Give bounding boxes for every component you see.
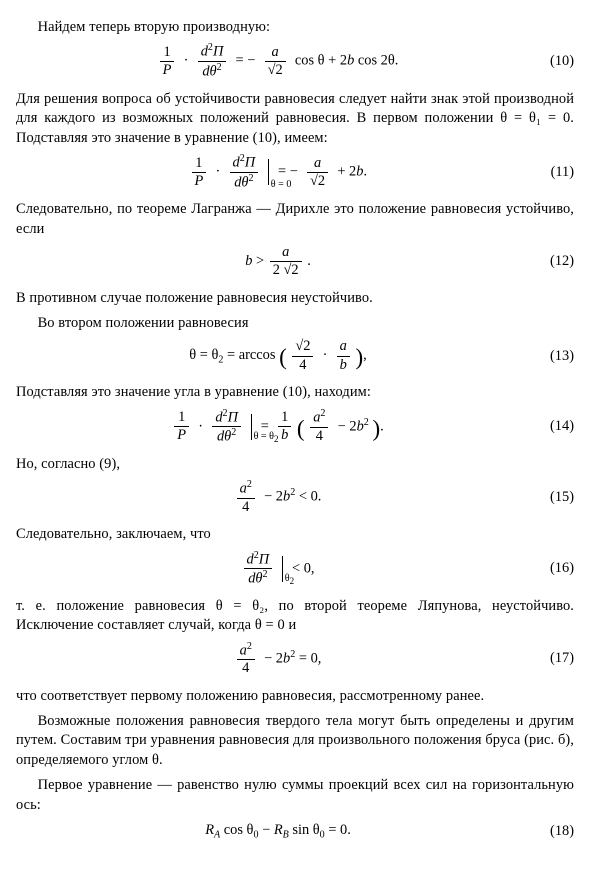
- eqnum-12: (12): [540, 252, 574, 271]
- eqnum-11: (11): [541, 163, 574, 182]
- para-4: В противном случае положение равновесия …: [16, 289, 574, 308]
- eqnum-14: (14): [540, 417, 574, 436]
- eqnum-17: (17): [540, 649, 574, 668]
- para-intro: Найдем теперь вторую производную:: [16, 18, 574, 37]
- para-8: Следовательно, заключаем, что: [16, 525, 574, 544]
- equation-18: RA cos θ0 − RB sin θ0 = 0. (18): [16, 821, 574, 842]
- eqnum-16: (16): [540, 559, 574, 578]
- equation-13: θ = θ2 = arccos ( √24 · ab ), (13): [16, 339, 574, 373]
- para-7: Но, согласно (9),: [16, 455, 574, 474]
- para-2: Для решения вопроса об устойчивости равн…: [16, 90, 574, 148]
- equation-10: 1P · d2Πdθ2 = − a√2 cos θ + 2b cos 2θ. (…: [16, 43, 574, 79]
- equation-16: d2Πdθ2 θ2 < 0, (16): [16, 551, 574, 587]
- para-9: т. е. положение равновесия θ = θ₂, по вт…: [16, 597, 574, 636]
- eqnum-13: (13): [540, 347, 574, 366]
- para-10: что соответствует первому положению равн…: [16, 687, 574, 706]
- equation-17: a24 − 2b2 = 0, (17): [16, 642, 574, 677]
- equation-15: a24 − 2b2 < 0. (15): [16, 480, 574, 515]
- equation-14: 1P · d2Πdθ2 θ = θ2 = 1b ( a24 − 2b2 ). (…: [16, 409, 574, 445]
- para-3: Следовательно, по теореме Лагранжа — Дир…: [16, 200, 574, 239]
- eqnum-10: (10): [540, 52, 574, 71]
- equation-11: 1P · d2Πdθ2 θ = 0 = − a√2 + 2b. (11): [16, 154, 574, 190]
- equation-12: b > a2 √2 . (12): [16, 245, 574, 278]
- para-12: Первое уравнение — равенство нулю суммы …: [16, 776, 574, 815]
- para-6: Подставляя это значение угла в уравнение…: [16, 383, 574, 402]
- para-5: Во втором положении равновесия: [16, 314, 574, 333]
- eqnum-18: (18): [540, 822, 574, 841]
- eqnum-15: (15): [540, 488, 574, 507]
- para-11: Возможные положения равновесия твердого …: [16, 712, 574, 770]
